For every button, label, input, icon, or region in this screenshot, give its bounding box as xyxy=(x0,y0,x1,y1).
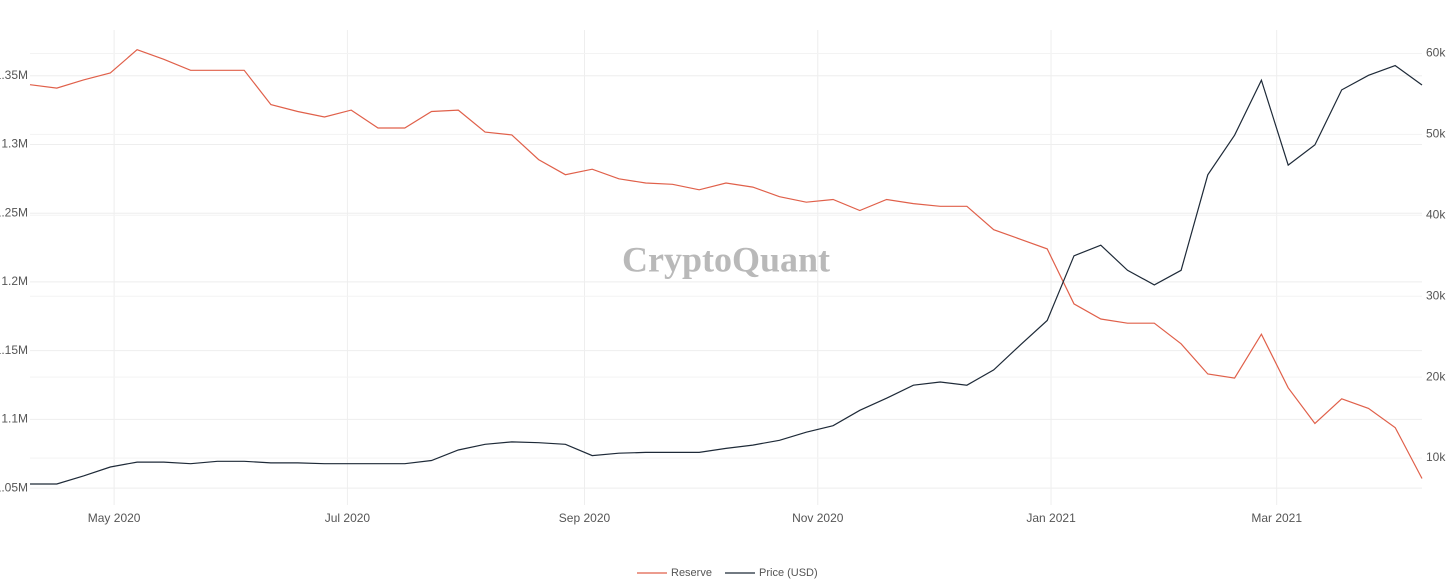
y-tick-label: 1.35M xyxy=(0,68,28,82)
x-tick-label: Mar 2021 xyxy=(1251,511,1302,525)
x-tick-label: Jul 2020 xyxy=(325,511,371,525)
grid xyxy=(30,30,1422,505)
legend-label: Price (USD) xyxy=(759,567,818,579)
y-tick-label: 1.3M xyxy=(1,137,28,151)
x-tick-label: Jan 2021 xyxy=(1026,511,1076,525)
y-tick-label: 1.25M xyxy=(0,205,28,219)
series-line xyxy=(30,64,1423,485)
x-tick-label: Nov 2020 xyxy=(792,511,844,525)
y-tick-label: 1.05M xyxy=(0,480,28,494)
y2-tick-label: 10k xyxy=(1426,450,1446,464)
legend-label: Reserve xyxy=(671,567,712,579)
series-line xyxy=(29,49,1423,479)
y2-tick-label: 30k xyxy=(1426,288,1446,302)
y-tick-label: 1.1M xyxy=(1,412,28,426)
watermark: CryptoQuant xyxy=(622,239,830,279)
y2-tick-label: 60k xyxy=(1426,46,1446,60)
y2-tick-label: 50k xyxy=(1426,127,1446,141)
y-tick-label: 1.2M xyxy=(1,274,28,288)
x-tick-label: May 2020 xyxy=(88,511,141,525)
y2-tick-label: 40k xyxy=(1426,207,1446,221)
y2-tick-label: 20k xyxy=(1426,369,1446,383)
x-tick-label: Sep 2020 xyxy=(559,511,611,525)
y-tick-label: 1.15M xyxy=(0,343,28,357)
